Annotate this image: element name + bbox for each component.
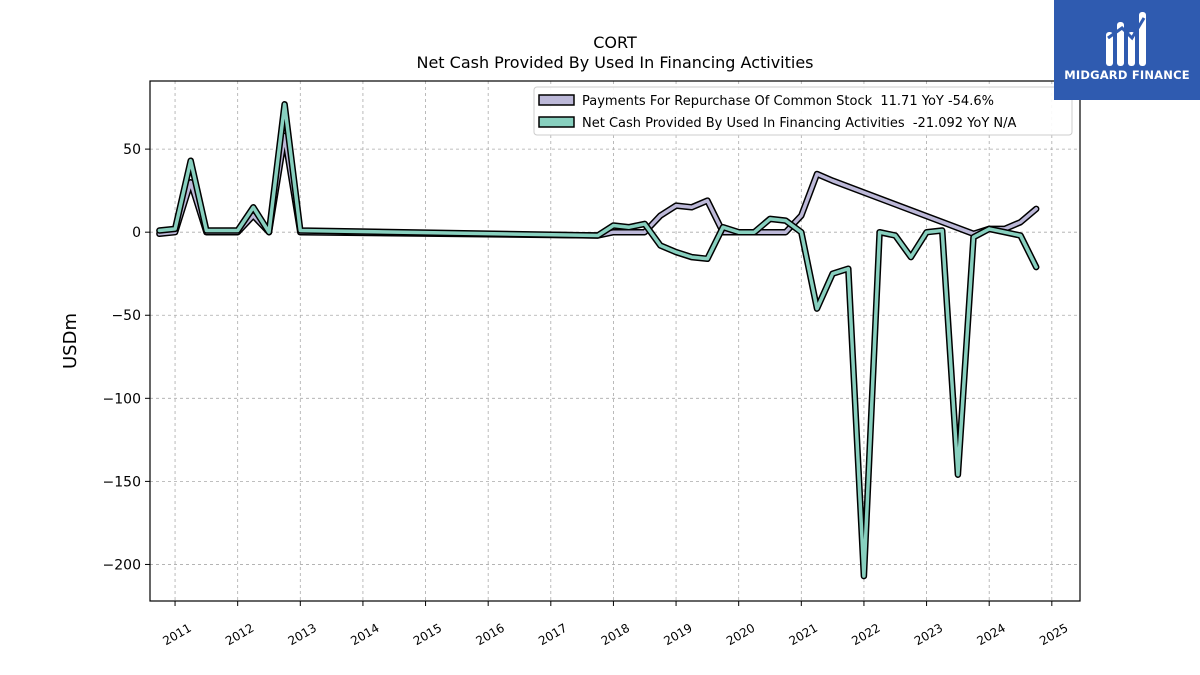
x-tick-label: 2018 xyxy=(599,621,632,648)
x-tick-label: 2022 xyxy=(849,621,882,648)
legend-swatch-1 xyxy=(538,94,575,106)
x-tick-label: 2016 xyxy=(473,621,506,648)
x-tick-label: 2025 xyxy=(1037,621,1070,648)
y-tick-label: −100 xyxy=(103,391,141,407)
y-tick-label: 0 xyxy=(132,225,141,241)
x-tick-label: 2015 xyxy=(411,621,444,648)
legend-swatch-2 xyxy=(538,116,575,128)
legend-label-1: Payments For Repurchase Of Common Stock … xyxy=(582,94,994,109)
x-tick-label: 2011 xyxy=(160,621,193,648)
series-2-outline xyxy=(156,101,1040,580)
chart-title: CORT xyxy=(593,33,637,52)
legend-label-2: Net Cash Provided By Used In Financing A… xyxy=(582,116,1017,131)
x-tick-label: 2017 xyxy=(536,621,569,648)
midgard-logo-wordmark: MIDGARD FINANCE xyxy=(1064,68,1190,82)
midgard-finance-logo: MIDGARD FINANCE xyxy=(1054,0,1200,100)
x-tick-label: 2014 xyxy=(348,621,381,648)
series-2-line xyxy=(157,102,1038,578)
x-tick-label: 2024 xyxy=(974,621,1007,648)
y-tick-label: −200 xyxy=(103,557,141,573)
y-tick-label: 50 xyxy=(123,142,141,158)
x-tick-label: 2020 xyxy=(724,621,757,648)
chart-subtitle: Net Cash Provided By Used In Financing A… xyxy=(416,53,813,72)
midgard-logo-icon xyxy=(1106,12,1146,66)
x-tick-label: 2019 xyxy=(661,621,694,648)
x-tick-label: 2013 xyxy=(286,621,319,648)
y-tick-label: −150 xyxy=(103,474,141,490)
y-axis-label: USDm xyxy=(60,313,81,369)
plot-frame xyxy=(149,80,1081,602)
legend-box xyxy=(533,86,1073,136)
x-tick-label: 2021 xyxy=(787,621,820,648)
x-tick-label: 2023 xyxy=(912,621,945,648)
y-tick-label: −50 xyxy=(111,308,141,324)
x-tick-label: 2012 xyxy=(223,621,256,648)
